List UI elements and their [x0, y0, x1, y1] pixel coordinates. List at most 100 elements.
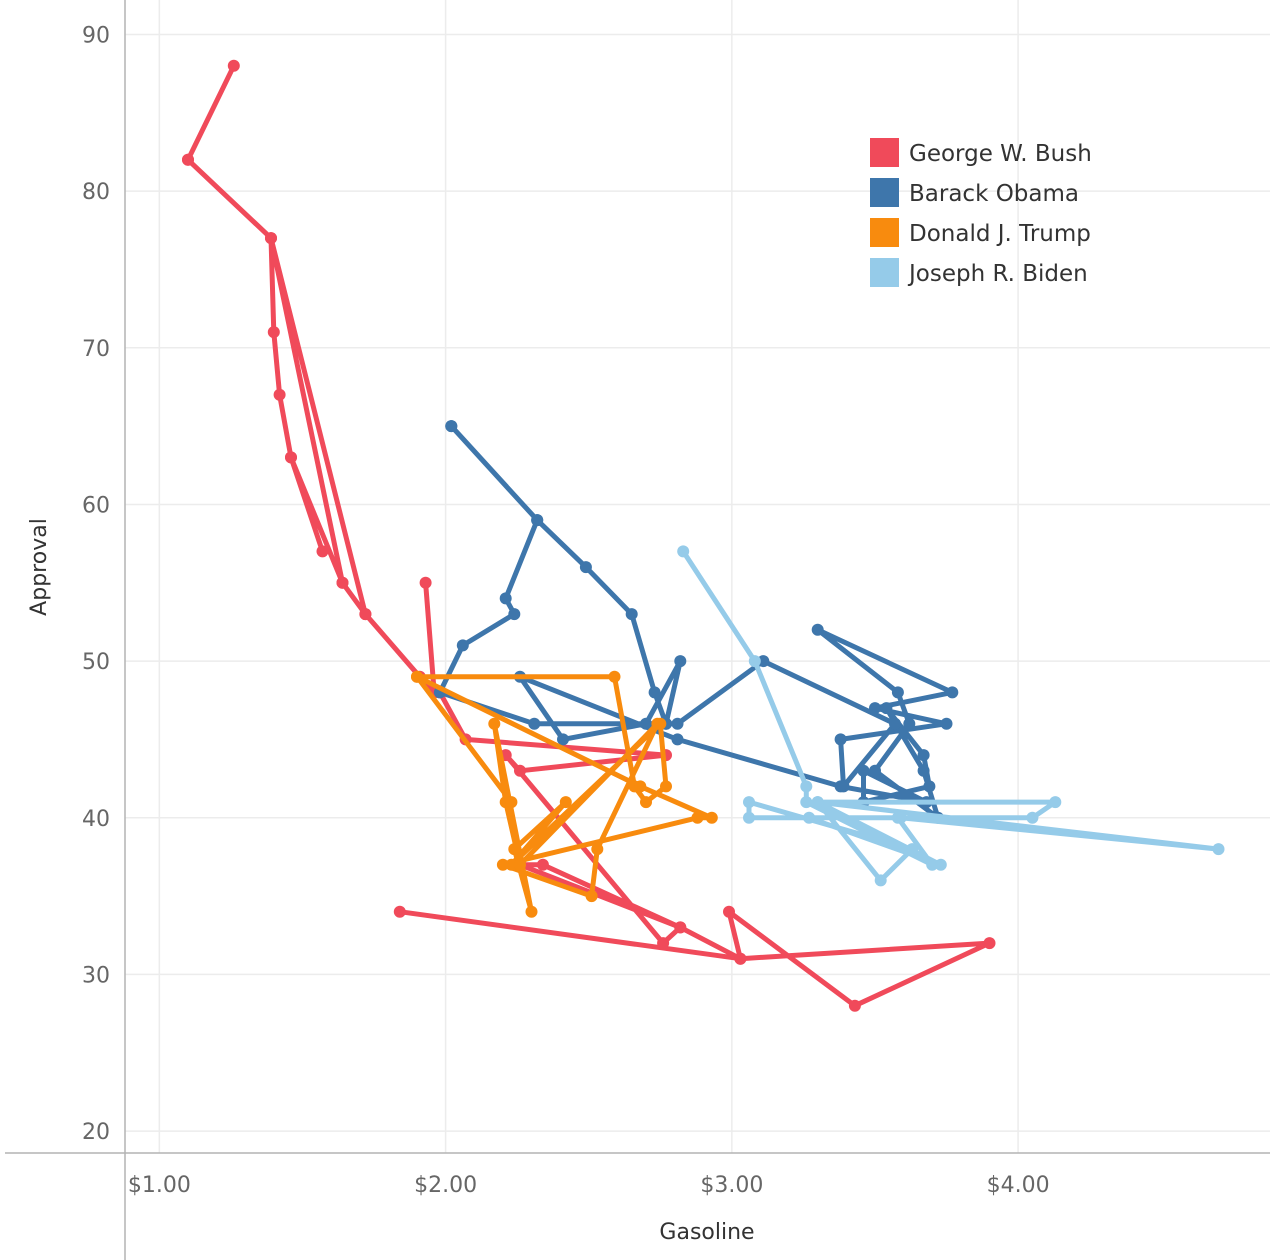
data-point-donald-j-trump: [508, 843, 521, 856]
legend-swatch: [870, 218, 899, 247]
data-point-barack-obama: [903, 717, 916, 730]
data-point-george-w-bush: [514, 764, 526, 777]
data-point-joseph-r-biden: [926, 858, 939, 871]
data-point-george-w-bush: [848, 999, 861, 1012]
data-point-george-w-bush: [419, 576, 432, 589]
data-point-joseph-r-biden: [743, 811, 755, 824]
data-point-george-w-bush: [336, 576, 349, 589]
data-point-george-w-bush: [265, 232, 277, 245]
data-point-barack-obama: [940, 717, 953, 730]
data-point-donald-j-trump: [488, 717, 501, 730]
data-point-donald-j-trump: [691, 811, 704, 824]
data-point-barack-obama: [923, 780, 936, 793]
x-axis-title: Gasoline: [659, 1220, 754, 1245]
y-tick-label: 90: [82, 23, 110, 48]
data-point-barack-obama: [674, 655, 687, 668]
gridlines: [125, 0, 1270, 1153]
x-tick-label: $1.00: [128, 1173, 191, 1198]
data-point-george-w-bush: [723, 905, 735, 918]
data-point-joseph-r-biden: [800, 796, 813, 809]
y-tick-label: 20: [82, 1120, 110, 1145]
data-point-donald-j-trump: [660, 780, 672, 793]
data-point-donald-j-trump: [514, 858, 526, 871]
data-point-george-w-bush: [273, 388, 286, 401]
data-point-george-w-bush: [316, 545, 329, 558]
data-point-barack-obama: [528, 717, 541, 730]
x-tick-label: $3.00: [700, 1173, 763, 1198]
data-point-donald-j-trump: [525, 905, 538, 918]
data-point-donald-j-trump: [585, 890, 598, 903]
data-point-donald-j-trump: [505, 858, 518, 871]
series-line-donald-j-trump: [414, 674, 715, 915]
data-point-barack-obama: [891, 686, 904, 699]
legend-label: George W. Bush: [909, 141, 1092, 167]
y-tick-label: 50: [82, 650, 110, 675]
y-tick-label: 80: [82, 180, 110, 205]
data-point-joseph-r-biden: [894, 811, 907, 824]
legend-item-donald-j-trump: Donald J. Trump: [870, 218, 1091, 247]
data-point-george-w-bush: [657, 937, 670, 950]
axes: [5, 0, 1270, 1260]
data-point-barack-obama: [671, 733, 684, 746]
legend-swatch: [870, 138, 899, 167]
data-point-donald-j-trump: [651, 717, 664, 730]
x-tick-labels: $1.00 $2.00 $3.00 $4.00: [128, 1173, 1050, 1198]
data-point-joseph-r-biden: [1026, 811, 1039, 824]
data-point-donald-j-trump: [591, 843, 604, 856]
x-tick-label: $2.00: [414, 1173, 477, 1198]
legend: George W. Bush Barack Obama Donald J. Trum…: [870, 138, 1092, 287]
data-point-barack-obama: [499, 592, 512, 605]
series-line-joseph-r-biden: [680, 548, 1221, 883]
data-point-barack-obama: [456, 639, 469, 652]
data-point-barack-obama: [834, 733, 847, 746]
data-point-donald-j-trump: [608, 670, 621, 683]
data-point-barack-obama: [811, 623, 824, 636]
data-point-joseph-r-biden: [803, 811, 816, 824]
data-point-joseph-r-biden: [934, 858, 947, 871]
y-axis-title: Approval: [27, 518, 52, 616]
data-point-joseph-r-biden: [677, 545, 690, 558]
legend-label: Barack Obama: [909, 181, 1079, 207]
legend-swatch: [870, 258, 899, 287]
series-joseph-r-biden: [677, 545, 1225, 887]
data-point-barack-obama: [531, 514, 544, 527]
data-point-joseph-r-biden: [800, 780, 813, 793]
data-point-george-w-bush: [674, 921, 687, 934]
series-group: [182, 59, 1225, 1012]
data-point-barack-obama: [869, 702, 881, 715]
legend-item-george-w-bush: George W. Bush: [870, 138, 1092, 167]
legend-item-joseph-r-biden: Joseph R. Biden: [870, 258, 1088, 287]
data-point-george-w-bush: [393, 905, 406, 918]
series-barack-obama: [433, 420, 959, 824]
legend-label: Joseph R. Biden: [907, 261, 1088, 287]
data-point-donald-j-trump: [559, 796, 572, 809]
data-point-barack-obama: [834, 780, 847, 793]
data-point-joseph-r-biden: [1049, 796, 1062, 809]
legend-label: Donald J. Trump: [909, 221, 1091, 247]
data-point-donald-j-trump: [505, 796, 518, 809]
data-point-joseph-r-biden: [1212, 843, 1225, 856]
data-point-george-w-bush: [983, 937, 996, 950]
data-point-barack-obama: [557, 733, 569, 746]
data-point-barack-obama: [625, 608, 638, 621]
y-tick-label: 60: [82, 493, 110, 518]
data-point-george-w-bush: [734, 952, 747, 965]
data-point-barack-obama: [917, 764, 930, 777]
data-point-barack-obama: [946, 686, 959, 699]
data-point-george-w-bush: [227, 59, 240, 72]
series-donald-j-trump: [411, 670, 718, 918]
data-point-joseph-r-biden: [748, 655, 761, 668]
data-point-george-w-bush: [285, 451, 297, 464]
data-point-george-w-bush: [536, 858, 549, 871]
data-point-barack-obama: [917, 749, 930, 762]
data-point-barack-obama: [671, 717, 684, 730]
data-point-donald-j-trump: [705, 811, 718, 824]
y-tick-labels: 20 30 40 50 60 70 80 90: [82, 23, 110, 1145]
y-tick-label: 40: [82, 807, 110, 832]
y-tick-label: 30: [82, 963, 110, 988]
data-point-joseph-r-biden: [743, 796, 755, 809]
legend-item-barack-obama: Barack Obama: [870, 178, 1079, 207]
legend-swatch: [870, 178, 899, 207]
data-point-donald-j-trump: [634, 780, 647, 793]
